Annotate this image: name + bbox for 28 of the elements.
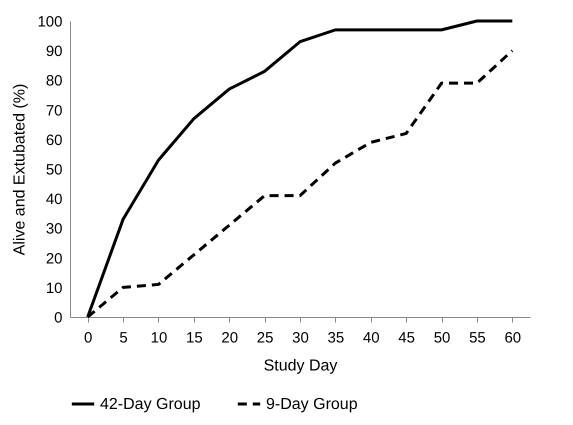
- y-tick-label: 0: [54, 310, 62, 326]
- y-tick-label: 20: [46, 250, 62, 268]
- y-tick-label: 70: [46, 102, 62, 120]
- y-axis-title: Alive and Extubated (%): [11, 84, 28, 256]
- x-tick-label: 30: [292, 330, 309, 346]
- x-tick-label: 40: [362, 330, 380, 346]
- x-tick-label: 10: [150, 330, 168, 346]
- y-tick-label: 90: [46, 43, 62, 60]
- x-tick-label: 5: [119, 330, 128, 346]
- x-tick-label: 15: [186, 330, 203, 346]
- x-tick-label: 55: [469, 330, 486, 346]
- y-tick-label: 100: [37, 14, 62, 30]
- y-tick-label: 30: [46, 220, 62, 238]
- legend-label: 9-Day Group: [266, 396, 358, 413]
- y-tick-label: 80: [46, 72, 62, 90]
- x-tick-label: 60: [504, 330, 522, 346]
- x-tick-label: 35: [328, 330, 344, 346]
- y-tick-label: 60: [46, 132, 62, 149]
- x-axis-title: Study Day: [264, 358, 338, 374]
- x-tick-label: 50: [434, 330, 450, 346]
- x-tick-label: 45: [398, 330, 415, 346]
- y-tick-label: 40: [46, 191, 62, 208]
- x-tick-label: 25: [256, 330, 274, 346]
- y-tick-label: 10: [46, 280, 62, 297]
- x-tick-label: 0: [84, 330, 92, 346]
- y-tick-label: 50: [46, 162, 62, 178]
- legend-label: 42-Day Group: [100, 396, 201, 413]
- x-tick-label: 20: [221, 330, 238, 346]
